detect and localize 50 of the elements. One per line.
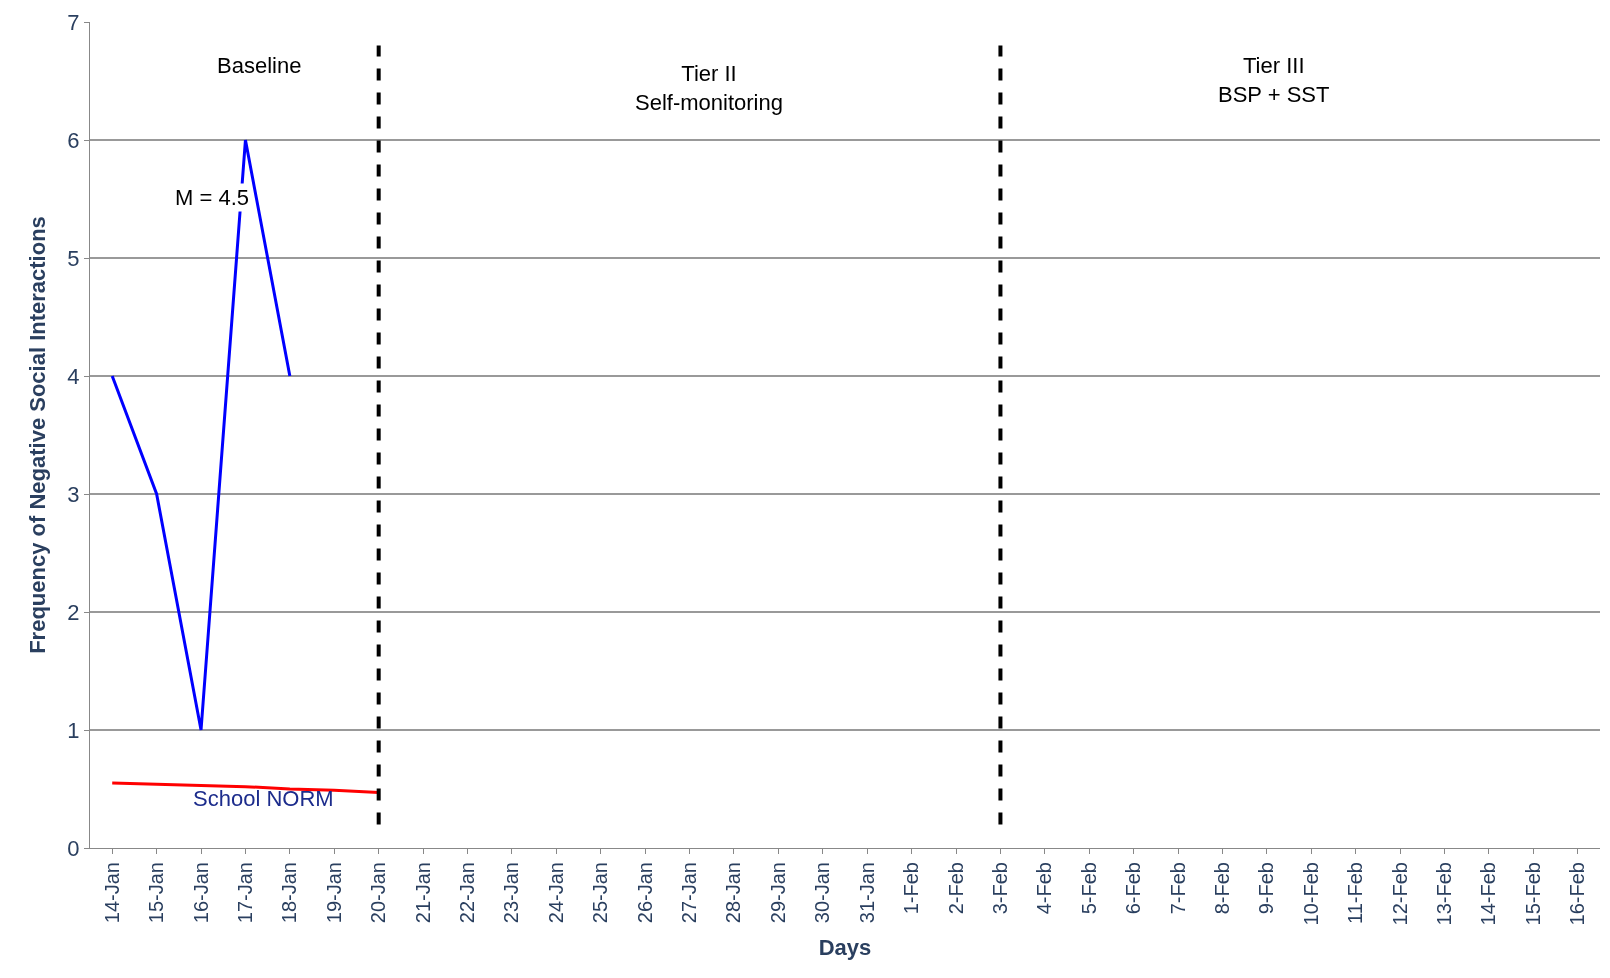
x-tick-label: 14-Jan xyxy=(100,862,123,924)
annotation: Baseline xyxy=(217,53,302,78)
x-tick-label: 11-Feb xyxy=(1344,862,1367,924)
x-tick-label: 31-Jan xyxy=(855,862,878,924)
x-tick-label: 26-Jan xyxy=(633,862,656,924)
y-tick-label: 0 xyxy=(67,835,80,861)
x-tick-label: 28-Jan xyxy=(722,862,745,924)
x-tick-label: 3-Feb xyxy=(988,862,1011,915)
annotation: Tier III BSP + SST xyxy=(1218,53,1330,107)
y-tick-label: 7 xyxy=(67,9,80,35)
x-tick-label: 22-Jan xyxy=(456,862,478,924)
x-tick-label: 8-Feb xyxy=(1211,862,1233,915)
y-tick-label: 5 xyxy=(67,245,80,271)
x-tick-label: 14-Feb xyxy=(1477,862,1500,926)
x-tick-label: 30-Jan xyxy=(811,862,834,924)
x-tick-label: 25-Jan xyxy=(589,862,612,924)
x-axis-title: Days xyxy=(818,935,872,961)
x-tick-label: 13-Feb xyxy=(1433,862,1456,926)
x-tick-label: 2-Feb xyxy=(944,862,967,915)
y-tick-label: 4 xyxy=(67,363,80,389)
x-tick-label: 17-Jan xyxy=(233,862,256,924)
x-tick-label: 18-Jan xyxy=(278,862,301,924)
y-tick-label: 3 xyxy=(67,481,80,507)
y-axis-title: Frequency of Negative Social Interactions xyxy=(25,216,51,654)
x-tick-label: 5-Feb xyxy=(1077,862,1100,915)
x-tick-label: 10-Feb xyxy=(1299,862,1322,926)
x-tick-label: 19-Jan xyxy=(322,862,345,924)
x-tick-label: 15-Feb xyxy=(1521,862,1544,926)
y-tick-label: 2 xyxy=(67,599,80,625)
x-tick-label: 24-Jan xyxy=(544,862,567,924)
x-tick-label: 7-Feb xyxy=(1166,862,1189,915)
x-tick-label: 16-Jan xyxy=(189,862,212,924)
y-tick-label: 1 xyxy=(67,717,80,743)
x-tick-label: 6-Feb xyxy=(1122,862,1145,915)
annotation: Tier II Self-monitoring xyxy=(635,61,783,115)
x-tick-label: 9-Feb xyxy=(1255,862,1278,915)
y-tick-label: 6 xyxy=(67,127,80,153)
x-tick-label: 20-Jan xyxy=(367,862,390,924)
x-tick-label: 1-Feb xyxy=(900,862,923,915)
series-label: School NORM xyxy=(193,786,334,811)
x-tick-label: 23-Jan xyxy=(500,862,523,924)
line-series xyxy=(110,138,292,732)
x-tick-label: 12-Feb xyxy=(1388,862,1411,926)
x-tick-label: 21-Jan xyxy=(411,862,434,924)
x-tick-label: 4-Feb xyxy=(1033,862,1056,915)
x-tick-label: 27-Jan xyxy=(678,862,701,924)
x-tick-label: 16-Feb xyxy=(1566,862,1589,926)
x-tick-label: 15-Jan xyxy=(145,862,168,924)
x-tick-label: 29-Jan xyxy=(766,862,789,924)
annotation: M = 4.5 xyxy=(175,185,249,210)
